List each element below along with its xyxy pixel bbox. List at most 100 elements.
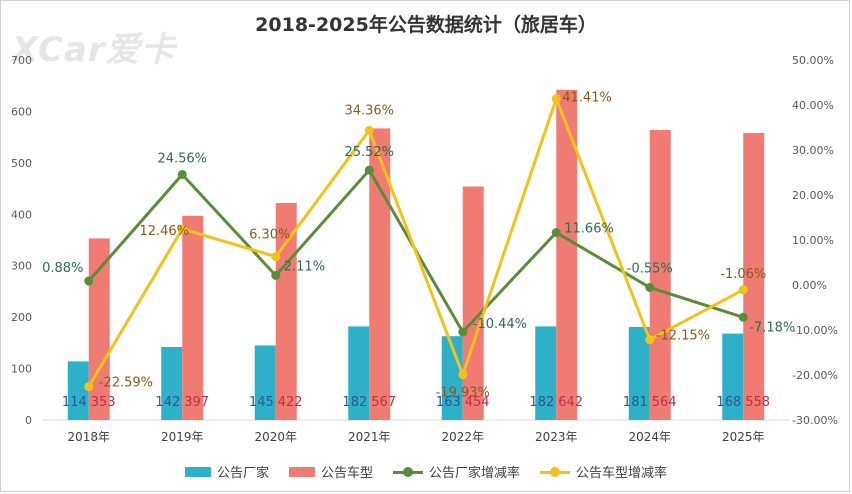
bar-vendors: [161, 346, 183, 420]
x-tick-label: 2023年: [535, 430, 578, 444]
y-left-tick-label: 400: [11, 208, 32, 221]
x-tick-label: 2020年: [254, 430, 297, 444]
data-label-vendor-rate: -7.18%: [749, 320, 795, 335]
bar-label-vendors: 182: [529, 395, 554, 410]
bar-label-vendors: 114: [62, 395, 87, 410]
legend-label-vendors: 公告厂家: [216, 466, 269, 481]
bar-label-vendors: 181: [623, 395, 648, 410]
legend-item-model-rate: 公告车型增减率: [540, 462, 667, 481]
data-label-vendor-rate: 11.66%: [564, 222, 614, 237]
y-right-tick-label: -10.00%: [792, 324, 838, 337]
point-model-rate: [271, 252, 281, 262]
bar-vendors: [722, 333, 744, 420]
data-label-vendor-rate: 24.56%: [157, 151, 207, 166]
x-tick-label: 2024年: [628, 430, 671, 444]
data-label-model-rate: 6.30%: [249, 228, 290, 243]
bar-models: [369, 128, 391, 420]
y-right-tick-label: 30.00%: [792, 144, 834, 157]
point-model-rate: [645, 335, 655, 345]
bar-label-vendors: 163: [436, 395, 461, 410]
y-left-tick-label: 500: [11, 157, 32, 170]
x-tick-label: 2021年: [348, 430, 391, 444]
data-label-model-rate: -19.93%: [436, 386, 490, 401]
bar-models: [556, 89, 578, 420]
point-model-rate: [177, 224, 187, 234]
y-left-tick-label: 200: [11, 311, 32, 324]
bar-label-vendors: 168: [716, 395, 741, 410]
y-left-tick-label: 600: [11, 105, 32, 118]
bar-vendors: [67, 361, 89, 420]
bar-vendors: [628, 326, 650, 420]
bar-label-models: 558: [745, 395, 770, 410]
point-model-rate: [364, 125, 374, 135]
line-model-rate: [87, 97, 744, 388]
data-label-vendor-rate: -0.55%: [627, 261, 673, 276]
bar-label-models: 564: [652, 395, 677, 410]
data-label-vendor-rate: 0.88%: [42, 261, 83, 276]
x-tick-label: 2018年: [67, 430, 110, 444]
y-right-tick-label: 10.00%: [792, 234, 834, 247]
watermark-logo: XCar爱卡: [12, 30, 176, 70]
point-vendor-rate: [551, 228, 561, 238]
bar-models: [182, 215, 204, 420]
data-label-vendor-rate: 25.52%: [344, 145, 394, 160]
x-tick-label: 2022年: [441, 430, 484, 444]
data-label-vendor-rate: 2.11%: [284, 260, 325, 275]
bar-vendors: [254, 345, 276, 420]
bar-models: [743, 133, 765, 420]
bar-models: [88, 238, 110, 420]
data-label-model-rate: 12.46%: [139, 224, 189, 239]
bar-label-models: 422: [278, 395, 303, 410]
point-vendor-rate: [645, 282, 655, 292]
data-label-model-rate: -12.15%: [656, 329, 710, 344]
point-model-rate: [84, 382, 94, 392]
bar-label-vendors: 182: [342, 395, 367, 410]
legend-item-vendors: 公告厂家: [184, 462, 269, 481]
point-model-rate: [551, 94, 561, 104]
chart-title: 2018-2025年公告数据统计（旅居车）: [255, 14, 597, 36]
point-vendor-rate: [364, 165, 374, 175]
point-vendor-rate: [177, 169, 187, 179]
legend-swatch-model-rate: [540, 466, 571, 477]
point-model-rate: [738, 285, 748, 295]
y-left-tick-label: 700: [11, 54, 32, 67]
y-right-tick-label: 40.00%: [792, 99, 834, 112]
legend-label-models: 公告车型: [320, 466, 373, 481]
bar-label-vendors: 142: [155, 395, 180, 410]
point-vendor-rate: [458, 327, 468, 337]
bar-label-vendors: 145: [249, 395, 274, 410]
y-right-tick-label: 0.00%: [792, 279, 827, 292]
y-left-tick-label: 100: [11, 363, 32, 376]
legend-swatch-vendor-rate: [393, 466, 423, 477]
y-right-tick-label: 50.00%: [792, 54, 834, 67]
y-left-tick-label: 300: [11, 260, 32, 273]
bar-vendors: [535, 326, 557, 420]
legend-label-vendor-rate: 公告厂家增减率: [429, 466, 521, 481]
point-vendor-rate: [84, 276, 94, 286]
y-right-tick-label: -20.00%: [792, 369, 838, 382]
bar-label-models: 397: [184, 395, 209, 410]
x-tick-label: 2025年: [722, 430, 765, 444]
point-model-rate: [458, 370, 468, 380]
legend-label-model-rate: 公告车型增减率: [576, 466, 668, 481]
y-left-tick-label: 0: [25, 414, 32, 427]
bar-label-models: 353: [91, 395, 116, 410]
point-vendor-rate: [738, 312, 748, 322]
legend-item-models: 公告车型: [288, 462, 373, 481]
y-right-tick-label: -30.00%: [792, 414, 838, 427]
data-label-model-rate: 34.36%: [344, 103, 394, 118]
legend-swatch-models: [288, 466, 315, 477]
bar-vendors: [348, 326, 370, 420]
legend-swatch-vendors: [184, 466, 211, 477]
bar-label-models: 567: [371, 395, 396, 410]
x-tick-label: 2019年: [161, 430, 204, 444]
legend-item-vendor-rate: 公告厂家增减率: [393, 462, 520, 481]
legend: 公告厂家 公告车型 公告厂家增减率 公告车型增减率: [0, 462, 852, 481]
data-label-vendor-rate: -10.44%: [473, 317, 527, 332]
bar-label-models: 642: [558, 395, 583, 410]
bar-label-models: 454: [465, 395, 490, 410]
bar-models: [649, 129, 671, 420]
data-label-model-rate: 41.41%: [562, 91, 612, 106]
